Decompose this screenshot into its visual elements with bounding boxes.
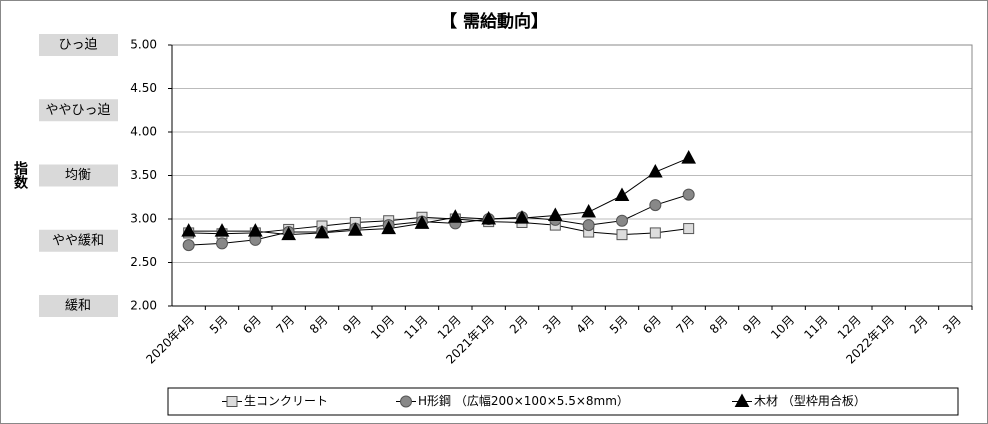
point — [182, 239, 195, 252]
point — [514, 210, 530, 224]
y-tick-label: 3.50 — [130, 168, 157, 182]
chart-title: 【 需給動向】 — [440, 11, 548, 32]
y-tick-label: 4.50 — [130, 81, 157, 95]
level-label: ややひっ迫 — [45, 103, 110, 118]
point — [314, 224, 330, 239]
y-tick-label: 2.00 — [130, 299, 157, 313]
level-box — [39, 295, 118, 317]
point — [649, 199, 662, 212]
level-box — [39, 229, 118, 252]
point — [582, 219, 595, 232]
y-tick-label: 5.00 — [130, 38, 157, 52]
point — [481, 210, 497, 225]
y-tick-label: 2.50 — [130, 255, 157, 269]
level-box — [39, 34, 118, 56]
point — [616, 214, 628, 227]
legend-label: 生コンクリート — [244, 394, 328, 408]
point — [347, 222, 363, 236]
point — [649, 227, 661, 239]
series-line — [188, 216, 689, 236]
legend-label: H形鋼 （広幅200×100×5.5×8mm） — [418, 393, 629, 408]
level-label: ひっ迫 — [58, 38, 97, 53]
y-axis-label: 指数 — [12, 160, 28, 190]
point — [581, 203, 597, 218]
point — [647, 163, 663, 178]
point — [681, 150, 697, 164]
series-line — [188, 157, 689, 236]
level-label: 均衡 — [65, 168, 91, 183]
point — [381, 220, 397, 235]
y-tick-label: 3.00 — [130, 212, 157, 226]
point — [614, 187, 630, 202]
point — [181, 223, 197, 237]
level-label: 緩和 — [65, 299, 91, 314]
legend-label: 木材 （型枠用合板） — [754, 393, 866, 408]
legend-marker — [734, 393, 750, 407]
y-tick-label: 4.00 — [130, 125, 157, 139]
point — [616, 229, 628, 241]
point — [247, 223, 263, 237]
point — [682, 188, 695, 201]
point — [683, 223, 695, 235]
legend-marker — [400, 395, 412, 408]
point — [447, 209, 463, 223]
level-box — [39, 164, 118, 187]
legend-marker — [226, 396, 238, 407]
point — [214, 223, 230, 237]
series-line — [188, 194, 689, 246]
point — [547, 207, 563, 222]
level-label: やや緩和 — [52, 233, 104, 248]
point — [414, 215, 430, 229]
level-box — [39, 99, 118, 122]
point — [216, 237, 228, 250]
legend-box — [167, 387, 959, 416]
point — [281, 226, 297, 241]
